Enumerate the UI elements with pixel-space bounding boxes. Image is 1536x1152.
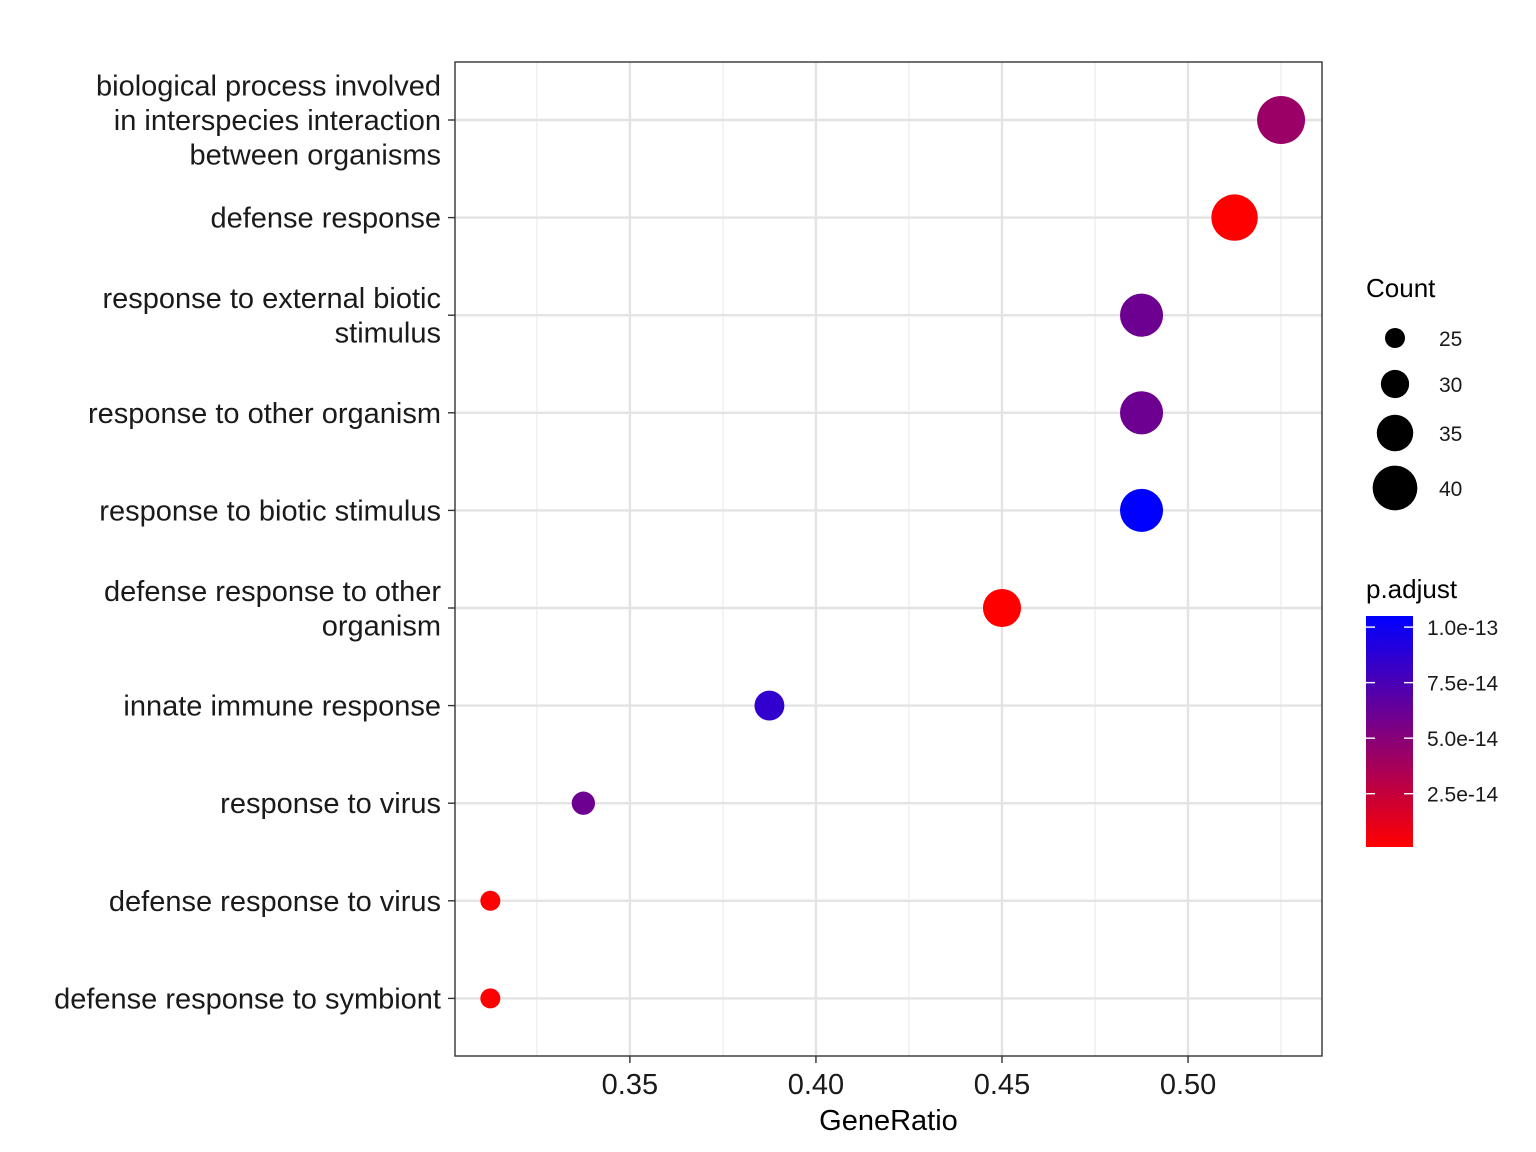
data-point	[480, 890, 501, 911]
data-point	[754, 690, 785, 721]
p-adjust-legend-label: 5.0e-14	[1427, 728, 1499, 751]
x-axis: 0.35 0.40 0.45 0.50	[602, 1056, 1216, 1101]
count-legend-key	[1385, 328, 1405, 348]
y-tick-label: response to biotic stimulus	[99, 495, 441, 527]
x-axis-title: GeneRatio	[819, 1105, 958, 1137]
count-legend-label: 40	[1439, 478, 1462, 501]
p-adjust-legend-label: 2.5e-14	[1427, 784, 1499, 807]
data-point	[1257, 96, 1306, 144]
major-gridlines	[455, 62, 1322, 1056]
y-tick-label: defense response to symbiont	[54, 983, 441, 1015]
data-point	[480, 988, 501, 1009]
p-adjust-legend-label: 7.5e-14	[1427, 673, 1499, 696]
y-tick-label: stimulus	[335, 317, 441, 349]
y-tick-label: response to external biotic	[102, 283, 441, 315]
y-tick-label: defense response to other	[104, 576, 441, 608]
p-adjust-colorbar	[1366, 616, 1413, 847]
y-tick-label: in interspecies interaction	[114, 105, 441, 137]
panel-border	[454, 61, 1323, 1057]
y-tick-label: defense response	[210, 203, 441, 235]
x-tick-label: 0.35	[602, 1069, 658, 1101]
x-tick-label: 0.50	[1160, 1069, 1216, 1101]
count-legend-key	[1380, 369, 1410, 399]
data-point	[1120, 293, 1164, 337]
data-point	[1120, 391, 1164, 435]
count-legend-title: Count	[1366, 273, 1436, 303]
y-tick-label: biological process involved	[96, 71, 441, 103]
data-point	[1120, 488, 1164, 532]
p-adjust-legend-label: 1.0e-13	[1427, 617, 1498, 640]
count-legend-key	[1372, 465, 1418, 511]
x-tick-label: 0.40	[788, 1069, 844, 1101]
x-tick-label: 0.45	[974, 1069, 1030, 1101]
p-adjust-legend: p.adjust 2.5e-14 5.0e-14 7.5e-14 1.0e-13	[1366, 574, 1499, 847]
y-tick-label: between organisms	[190, 140, 441, 172]
y-tick-label: defense response to virus	[109, 886, 441, 918]
count-legend: Count 25 30 35 40	[1366, 273, 1462, 511]
y-tick-label: innate immune response	[123, 691, 441, 723]
p-adjust-legend-title: p.adjust	[1366, 574, 1458, 604]
count-legend-label: 35	[1439, 423, 1462, 446]
minor-gridlines	[536, 62, 1282, 1056]
count-legend-label: 30	[1439, 374, 1462, 397]
data-point	[1211, 194, 1258, 241]
data-points	[480, 96, 1306, 1009]
y-tick-label: organism	[322, 610, 441, 642]
y-tick-label: response to virus	[220, 788, 441, 820]
count-legend-key	[1376, 414, 1414, 452]
count-legend-label: 25	[1439, 328, 1462, 351]
data-point	[571, 791, 596, 815]
data-point	[982, 588, 1022, 628]
y-tick-label: response to other organism	[88, 398, 441, 430]
